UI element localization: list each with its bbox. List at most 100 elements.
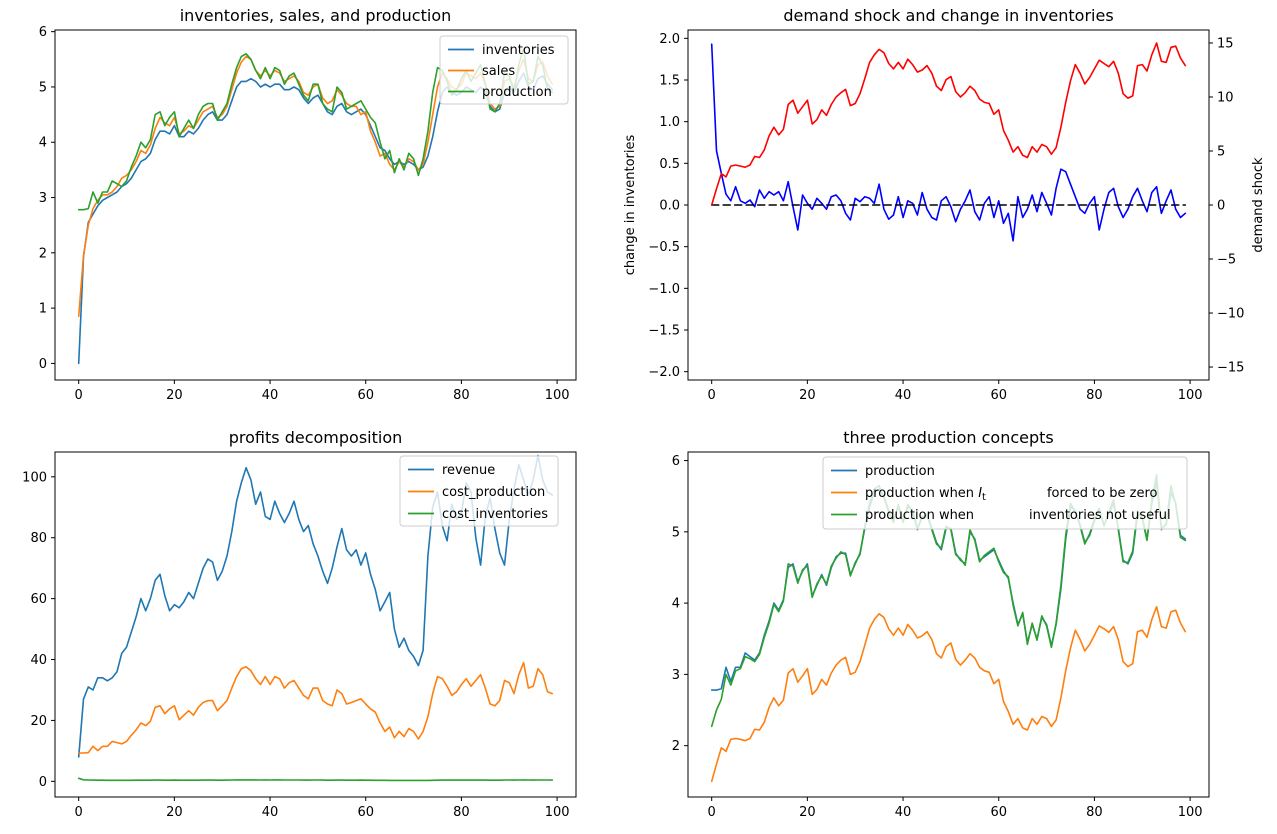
y-tick-label: 20 — [30, 714, 47, 729]
x-tick-label: 80 — [453, 805, 470, 820]
legend-label: production — [865, 464, 935, 479]
legend-label-part: cost_production — [442, 485, 545, 500]
x-tick-label: 80 — [1086, 388, 1103, 403]
legend-label: sales — [482, 64, 515, 79]
y-tick-label: 80 — [30, 531, 47, 546]
x-tick-label: 100 — [1178, 388, 1203, 403]
legend-box — [822, 456, 1188, 530]
y-tick-label: 6 — [39, 25, 47, 40]
legend-label-part: cost_inventories — [442, 507, 548, 522]
x-tick-label: 20 — [166, 388, 183, 403]
x-tick-label: 100 — [545, 805, 570, 820]
x-tick-label: 100 — [1178, 805, 1203, 820]
y-tick-right-label: 10 — [1217, 90, 1234, 105]
series-cost-inventories-line — [77, 777, 554, 782]
x-tick-label: 40 — [895, 805, 912, 820]
y-tick-label: 0.0 — [659, 199, 680, 214]
y-tick-label: 4 — [39, 136, 47, 151]
legend: revenue cost_production cost_inventories — [399, 455, 559, 527]
legend-box — [439, 35, 569, 105]
y-tick-label: 0 — [39, 775, 47, 790]
legend-box — [399, 455, 559, 527]
legend-label: production — [482, 85, 552, 100]
y-tick-right-label: −5 — [1217, 253, 1236, 268]
series-cost-production-line — [77, 661, 554, 754]
y-tick-label: 3 — [672, 668, 680, 683]
y-tick-right-label: −15 — [1217, 361, 1244, 376]
legend-label-part: production when — [865, 508, 974, 523]
y-tick-label: 2.0 — [659, 32, 680, 47]
legend-label-part: t — [982, 492, 986, 503]
x-tick-label: 0 — [708, 388, 716, 403]
subplot-profits-decomposition: 0 20 40 60 80 100 0 20 40 60 80 100 profits decompos… — [22, 428, 577, 820]
y-tick-label: 0.5 — [659, 157, 680, 172]
y-tick-label: 0 — [39, 357, 47, 372]
subplot-title: inventories, sales, and production — [180, 6, 452, 25]
x-tick-label: 20 — [799, 805, 816, 820]
y-tick-label: −1.0 — [648, 282, 680, 297]
series-demand-shock-line — [710, 42, 1187, 206]
x-tick-label: 0 — [75, 388, 83, 403]
y-tick-label: 5 — [39, 80, 47, 95]
x-tick-label: 40 — [262, 805, 279, 820]
legend-label-part: revenue — [442, 463, 495, 478]
y-tick-right-label: 5 — [1217, 144, 1225, 159]
y-axis-label-right: demand shock — [1251, 157, 1266, 253]
legend-label: cost_production — [442, 485, 545, 500]
x-tick-label: 60 — [990, 805, 1007, 820]
axes-frame — [54, 29, 577, 381]
y-tick-label: 1.5 — [659, 74, 680, 89]
x-tick-label: 60 — [357, 388, 374, 403]
series-production-when-it-forced-to-be-zero-line — [710, 605, 1187, 783]
legend-label: cost_inventories — [442, 507, 548, 522]
x-tick-label: 100 — [545, 388, 570, 403]
legend-label-part: inventories — [482, 43, 555, 58]
axes-frame — [687, 451, 1210, 798]
legend-label-part: production when — [865, 486, 978, 501]
y-tick-label: 1 — [39, 302, 47, 317]
subplot-demand-shock-change-in-inventories: 0 20 40 60 80 1002.01.51.00.50.0−0.5−1.0−1.5−… — [623, 6, 1266, 403]
y-tick-label: −0.5 — [648, 240, 680, 255]
x-tick-label: 0 — [708, 805, 716, 820]
x-tick-label: 60 — [357, 805, 374, 820]
y-tick-right-label: −10 — [1217, 307, 1244, 322]
legend-label: production when inventories not useful — [865, 508, 1171, 523]
y-tick-label: 6 — [672, 454, 680, 469]
series-change-in-inventories-line — [710, 43, 1187, 242]
axes-frame — [54, 451, 577, 798]
legend-label: production when It forced to be zero — [865, 486, 1158, 503]
x-tick-label: 0 — [75, 805, 83, 820]
y-tick-label: 2 — [39, 246, 47, 261]
x-tick-label: 80 — [453, 388, 470, 403]
subplot-title: profits decomposition — [229, 428, 403, 447]
x-tick-label: 80 — [1086, 805, 1103, 820]
subplot-title: three production concepts — [843, 428, 1054, 447]
y-axis-label-left: change in inventories — [623, 135, 638, 276]
y-tick-right-label: 15 — [1217, 36, 1234, 51]
subplot-three-production-concepts: 0 20 40 60 80 100 2 3 4 5 6 three production concep… — [672, 428, 1210, 820]
x-tick-label: 20 — [166, 805, 183, 820]
y-tick-label: −1.5 — [648, 324, 680, 339]
legend: inventories sales production — [439, 35, 569, 105]
legend: production production when It forced to be… — [822, 456, 1188, 530]
y-tick-label: 100 — [22, 470, 47, 485]
x-tick-label: 60 — [990, 388, 1007, 403]
series-inventories-line — [77, 72, 554, 365]
legend-label-part: sales — [482, 64, 515, 79]
y-tick-label: 40 — [30, 653, 47, 668]
x-tick-label: 40 — [262, 388, 279, 403]
y-tick-label: 60 — [30, 592, 47, 607]
legend-label: inventories — [482, 43, 555, 58]
legend-label-part: production — [482, 85, 552, 100]
subplot-inventories-sales-production: 0 20 40 60 80 100 0 1 2 3 4 5 6 inventories, sales, a… — [39, 6, 577, 403]
y-tick-right-label: 0 — [1217, 199, 1225, 214]
legend-label-part: production — [865, 464, 935, 479]
x-tick-label: 20 — [799, 388, 816, 403]
y-tick-label: 2 — [672, 739, 680, 754]
y-tick-label: 1.0 — [659, 115, 680, 130]
y-tick-label: 4 — [672, 597, 680, 612]
legend-label: revenue — [442, 463, 495, 478]
subplot-title: demand shock and change in inventories — [783, 6, 1113, 25]
